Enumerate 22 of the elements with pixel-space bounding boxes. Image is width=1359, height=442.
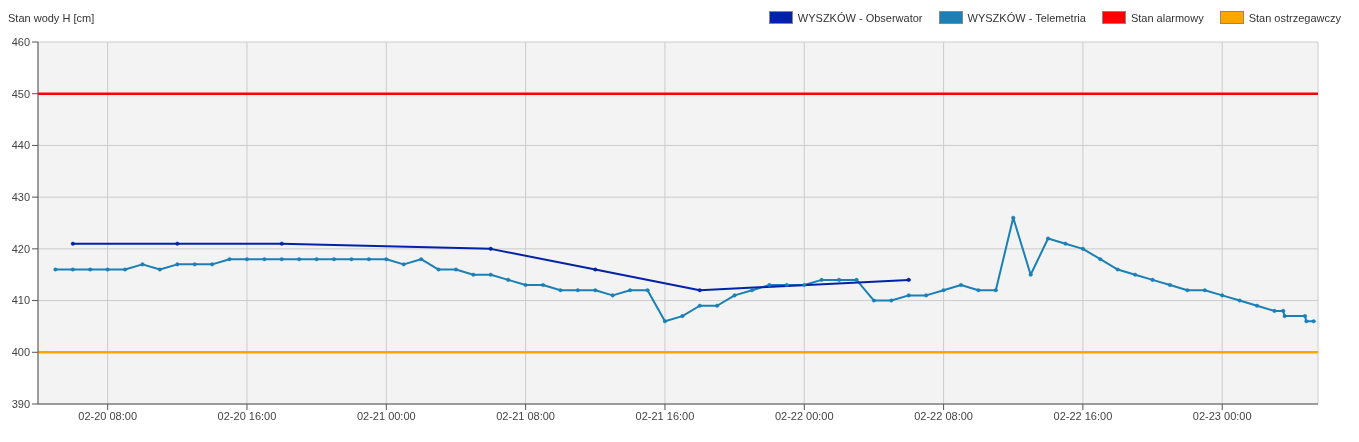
legend-label: Stan alarmowy (1130, 11, 1204, 24)
x-tick-label: 02-22 08:00 (914, 409, 973, 422)
x-tick-label: 02-21 16:00 (635, 409, 695, 422)
y-tick-label: 410 (11, 294, 30, 307)
y-tick-label: 450 (11, 87, 30, 100)
y-axis-title: Stan wody H [cm] (8, 12, 95, 24)
y-tick-label: 460 (11, 35, 30, 48)
y-tick-label: 420 (11, 242, 30, 255)
x-tick-label: 02-21 00:00 (356, 409, 416, 422)
legend-label: WYSZKÓW - Telemetria (967, 11, 1086, 24)
x-tick-label: 02-22 16:00 (1053, 409, 1113, 422)
legend-label: WYSZKÓW - Obserwator (797, 11, 923, 24)
x-tick-label: 02-20 16:00 (217, 409, 277, 422)
legend-label: Stan ostrzegawczy (1248, 11, 1341, 24)
x-tick-label: 02-23 00:00 (1192, 409, 1252, 422)
x-tick-label: 02-22 00:00 (774, 409, 834, 422)
y-tick-label: 430 (11, 191, 30, 204)
x-tick-label: 02-21 08:00 (496, 409, 555, 422)
y-tick-label: 400 (11, 346, 30, 359)
x-tick-label: 02-20 08:00 (78, 409, 138, 422)
y-tick-label: 390 (11, 397, 30, 410)
y-tick-label: 440 (11, 139, 30, 152)
